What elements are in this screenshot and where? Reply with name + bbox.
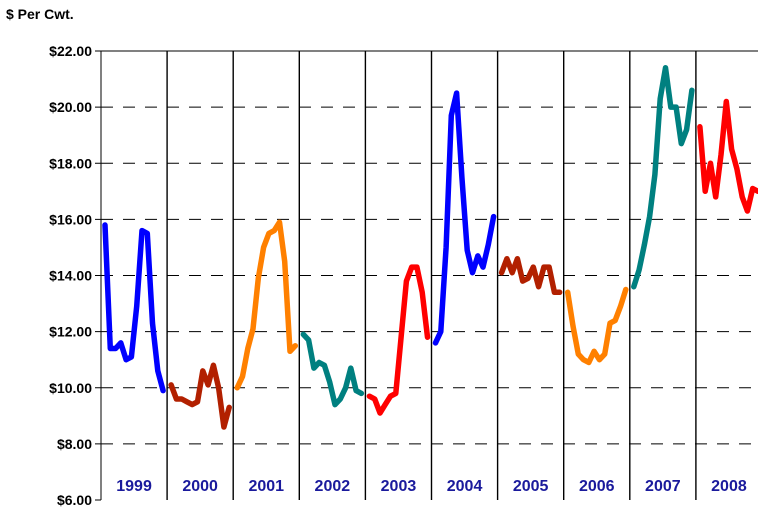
- series-line-2004: [432, 90, 497, 346]
- y-tick-label: $22.00: [49, 43, 92, 59]
- y-tick-label: $12.00: [49, 324, 92, 340]
- y-tick-label: $18.00: [49, 155, 92, 171]
- year-label-2008: 2008: [711, 478, 747, 495]
- year-label-1999: 1999: [116, 478, 152, 495]
- series-line-2006: [564, 286, 629, 366]
- y-tick-label: $20.00: [49, 99, 92, 115]
- series-line-2002: [300, 331, 365, 408]
- series-line-2005: [498, 255, 563, 296]
- year-label-2007: 2007: [645, 478, 681, 495]
- year-label-2005: 2005: [513, 478, 549, 495]
- y-tick-label: $8.00: [57, 436, 92, 452]
- year-label-2003: 2003: [381, 478, 417, 495]
- year-label-2001: 2001: [248, 478, 284, 495]
- series-line-2007: [631, 65, 695, 290]
- series-line-2001: [234, 219, 299, 391]
- series-line-2003: [366, 264, 431, 416]
- y-axis-unit-label: $ Per Cwt.: [6, 6, 74, 22]
- y-tick-label: $10.00: [49, 380, 92, 396]
- year-label-2002: 2002: [315, 478, 351, 495]
- series-line-2000: [168, 362, 232, 430]
- year-label-2004: 2004: [447, 478, 483, 495]
- y-tick-label: $6.00: [57, 492, 92, 508]
- series-line-1999: [102, 222, 166, 394]
- y-tick-label: $16.00: [49, 211, 92, 227]
- y-tick-label: $14.00: [49, 268, 92, 284]
- year-label-2000: 2000: [182, 478, 218, 495]
- year-label-2006: 2006: [579, 478, 615, 495]
- series-line-2008: [697, 98, 758, 214]
